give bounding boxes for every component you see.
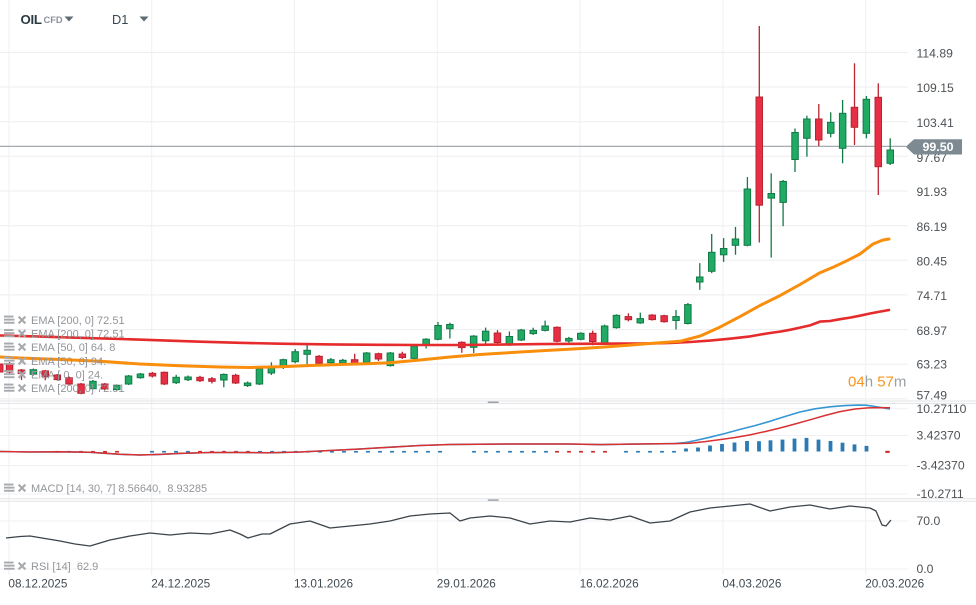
svg-text:109.15: 109.15 <box>917 81 954 95</box>
svg-text:EMA [50, 0] 94.: EMA [50, 0] 94. <box>31 356 106 368</box>
svg-text:CFD: CFD <box>44 15 63 25</box>
svg-text:13.01.2026: 13.01.2026 <box>294 577 353 591</box>
svg-text:EMA [200, 0] 72.51: EMA [200, 0] 72.51 <box>31 329 125 341</box>
svg-text:68.97: 68.97 <box>917 324 948 338</box>
svg-text:EMA [200, 0] 72.51: EMA [200, 0] 72.51 <box>31 383 125 395</box>
svg-text:04h 57m: 04h 57m <box>848 374 906 391</box>
svg-text:EMA [ 0, 0] 24.: EMA [ 0, 0] 24. <box>31 370 103 382</box>
svg-text:74.71: 74.71 <box>917 289 948 303</box>
svg-text:29.01.2026: 29.01.2026 <box>437 577 496 591</box>
svg-text:MACD [14, 30, 7] 8.56640, 8.9: MACD [14, 30, 7] 8.56640, 8.93285 <box>31 483 207 495</box>
svg-text:80.45: 80.45 <box>917 255 948 269</box>
svg-text:16.02.2026: 16.02.2026 <box>580 577 639 591</box>
svg-text:RSI [14] 62.9: RSI [14] 62.9 <box>31 561 98 573</box>
svg-text:10.27110: 10.27110 <box>917 402 967 416</box>
svg-text:EMA [50, 0] 64. 8: EMA [50, 0] 64. 8 <box>31 342 115 354</box>
svg-text:91.93: 91.93 <box>917 185 948 199</box>
svg-text:70.0: 70.0 <box>917 514 941 528</box>
svg-text:114.89: 114.89 <box>917 47 954 61</box>
svg-text:08.12.2025: 08.12.2025 <box>8 577 67 591</box>
svg-text:-3.42370: -3.42370 <box>917 459 965 473</box>
svg-text:63.23: 63.23 <box>917 358 948 372</box>
svg-text:04.03.2026: 04.03.2026 <box>722 577 781 591</box>
svg-text:20.03.2026: 20.03.2026 <box>865 577 924 591</box>
svg-text:D1: D1 <box>112 12 128 27</box>
svg-text:103.41: 103.41 <box>917 116 954 130</box>
svg-text:0.0: 0.0 <box>917 562 934 576</box>
svg-text:99.50: 99.50 <box>922 140 953 154</box>
svg-text:24.12.2025: 24.12.2025 <box>151 577 210 591</box>
svg-text:86.19: 86.19 <box>917 220 948 234</box>
svg-text:57.49: 57.49 <box>917 389 948 403</box>
svg-text:3.42370: 3.42370 <box>917 429 961 443</box>
svg-text:EMA [200, 0] 72.51: EMA [200, 0] 72.51 <box>31 315 125 327</box>
svg-text:-10.2711: -10.2711 <box>917 487 964 501</box>
svg-text:OIL: OIL <box>21 12 42 27</box>
